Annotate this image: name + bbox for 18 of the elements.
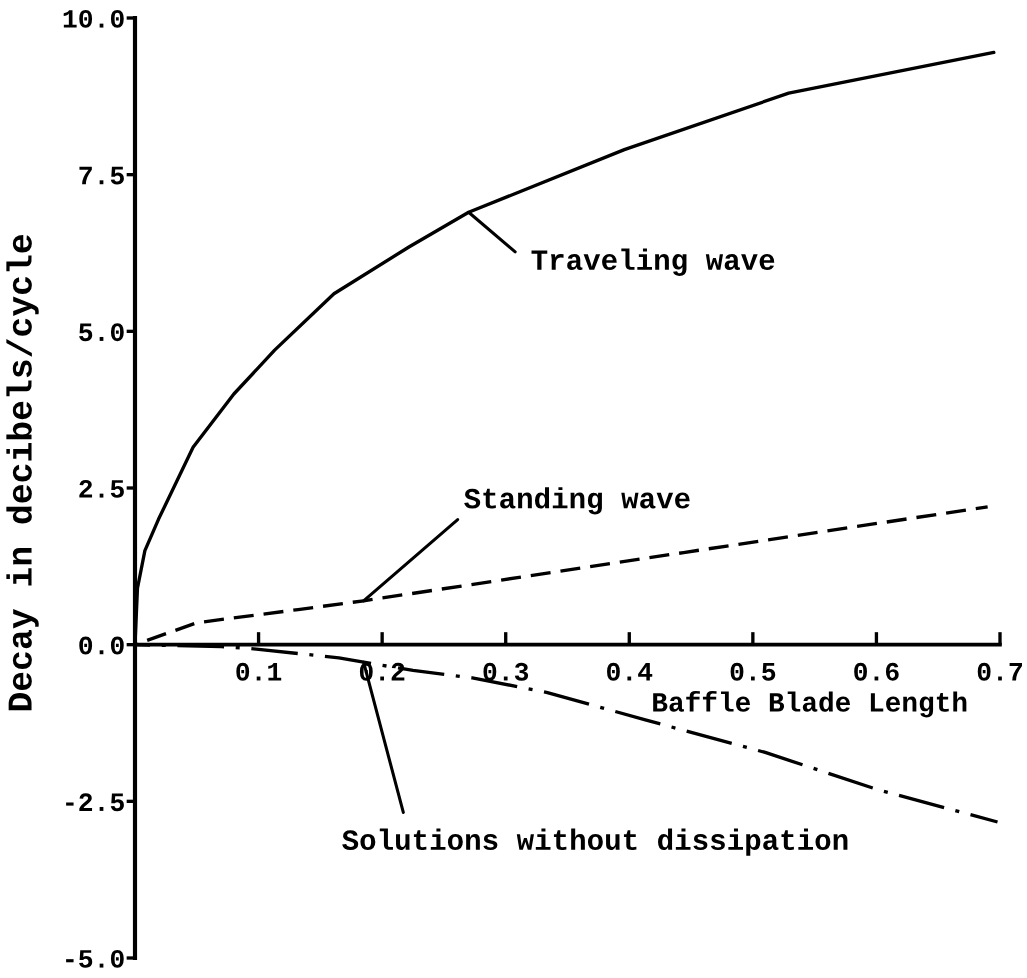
y-tick-label: 0.0: [79, 636, 124, 655]
x-tick-label: 0.5: [730, 662, 776, 681]
y-axis-title: Decay in decibels/cycle: [6, 235, 39, 711]
y-tick-label: -5.0: [66, 949, 124, 968]
y-tick-label: 7.5: [79, 166, 124, 185]
series-label: Standing wave: [464, 487, 690, 515]
series-label: Traveling wave: [531, 248, 775, 276]
y-tick-label: 5.0: [79, 323, 124, 342]
x-tick-label: 0.4: [607, 662, 653, 681]
y-tick-label: 2.5: [79, 479, 124, 498]
x-tick-label: 0.3: [483, 662, 529, 681]
x-tick-label: 0.7: [977, 662, 1022, 681]
y-tick-label: 10.0: [63, 9, 124, 28]
series-label: Solutions without dissipation: [342, 828, 848, 856]
x-tick-label: 0.6: [854, 662, 899, 681]
y-tick-label: -2.5: [66, 793, 124, 812]
x-axis-title: Baffle Blade Length: [653, 690, 967, 718]
x-tick-label: 0.1: [236, 662, 282, 681]
